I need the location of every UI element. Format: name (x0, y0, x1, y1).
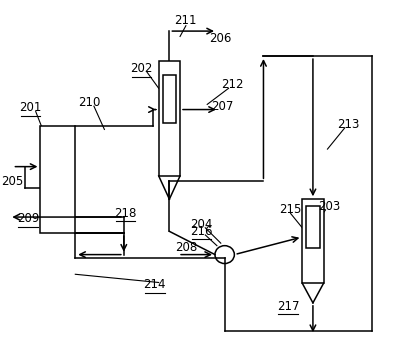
Bar (40, 126, 75, 233)
Bar (306, 206, 320, 248)
Text: 207: 207 (212, 100, 234, 113)
Text: 216: 216 (190, 225, 213, 238)
Text: 209: 209 (17, 212, 39, 225)
Text: 202: 202 (130, 62, 152, 75)
Text: 213: 213 (338, 117, 360, 131)
Text: 211: 211 (175, 14, 197, 27)
Text: 208: 208 (175, 241, 197, 254)
Bar (159, 61, 180, 176)
Text: 206: 206 (210, 32, 232, 45)
Text: 204: 204 (190, 218, 213, 231)
Text: 215: 215 (279, 204, 302, 216)
Text: 203: 203 (318, 200, 341, 213)
Bar (302, 199, 324, 283)
Text: 205: 205 (1, 175, 23, 188)
Text: 217: 217 (277, 300, 299, 313)
Text: 210: 210 (78, 96, 100, 109)
Text: 218: 218 (115, 207, 137, 220)
Text: 212: 212 (221, 78, 244, 91)
Bar (162, 75, 176, 123)
Text: 201: 201 (20, 102, 42, 115)
Text: 214: 214 (144, 279, 166, 292)
